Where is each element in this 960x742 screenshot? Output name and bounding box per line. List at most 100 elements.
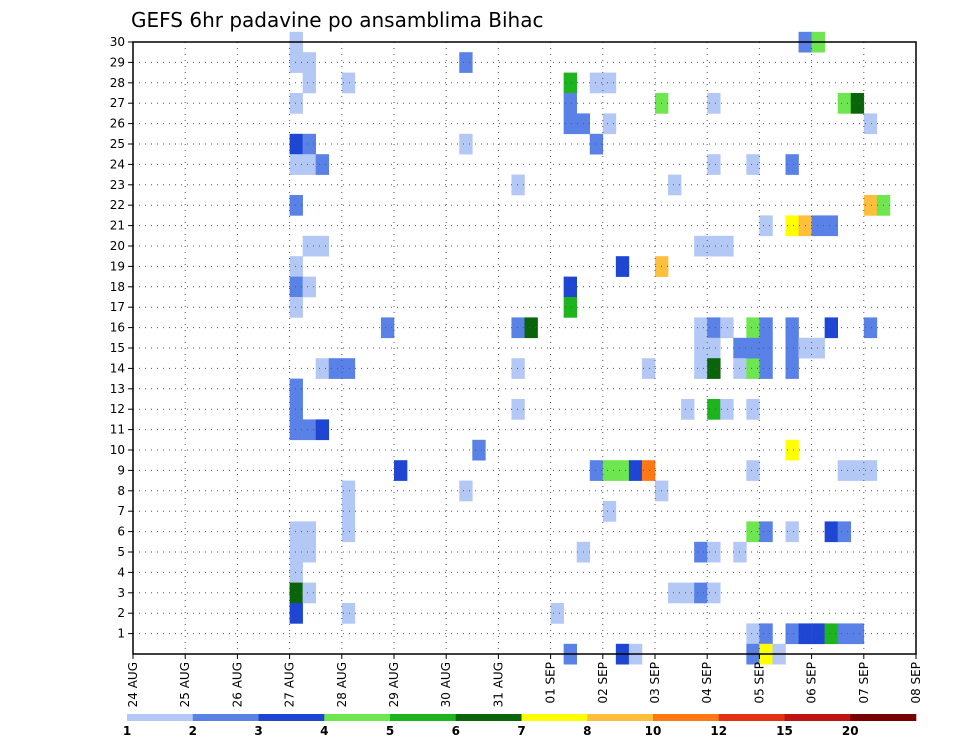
color-legend: 1 2 3 4 5 6 7 8 10 12 15 20: [123, 714, 917, 738]
heatmap-cell: [785, 623, 799, 645]
y-tick-label: 27: [110, 96, 125, 110]
y-tick-label: 16: [110, 321, 125, 335]
heatmap-cell: [289, 521, 303, 543]
legend-swatch: [784, 714, 851, 721]
x-tick-label: 31 AUG: [491, 662, 505, 707]
heatmap-cell: [302, 52, 316, 73]
legend-label: 3: [254, 724, 262, 738]
legend-swatch: [258, 714, 325, 721]
legend-swatch: [390, 714, 457, 721]
heatmap-cell: [746, 154, 760, 175]
heatmap-cell: [563, 297, 577, 318]
y-tick-label: 22: [110, 198, 125, 212]
legend-swatch: [587, 714, 654, 721]
heatmap-cell: [850, 460, 865, 481]
heatmap-cell: [707, 358, 721, 379]
legend-label: 2: [189, 724, 197, 738]
heatmap-cell: [759, 215, 773, 237]
y-tick-label: 18: [110, 280, 125, 294]
heatmap-cell: [602, 72, 617, 94]
heatmap-cell: [602, 501, 617, 522]
heatmap-cell: [315, 235, 330, 257]
y-tick-label: 5: [117, 545, 125, 559]
heatmap-cell: [550, 603, 564, 624]
heatmap-cell: [524, 317, 538, 339]
heatmap-cell: [302, 133, 316, 155]
heatmap-cell: [289, 419, 303, 441]
heatmap-cells: [289, 31, 891, 665]
legend-label: 4: [320, 724, 328, 738]
heatmap-cell: [472, 439, 486, 461]
heatmap-cell: [694, 358, 708, 379]
heatmap-cell: [459, 133, 473, 155]
heatmap-cell: [289, 195, 303, 216]
heatmap-cell: [837, 93, 852, 114]
x-tick-label: 02 SEP: [596, 662, 610, 704]
legend-swatch: [850, 714, 917, 721]
x-tick-label: 05 SEP: [752, 662, 766, 704]
x-tick-label: 01 SEP: [544, 662, 558, 704]
heatmap-cell: [589, 72, 604, 94]
y-tick-label: 8: [117, 484, 125, 498]
heatmap-cell: [341, 603, 356, 624]
heatmap-cell: [759, 358, 773, 379]
x-tick-label: 25 AUG: [178, 662, 192, 707]
x-tick-label: 04 SEP: [700, 662, 714, 704]
heatmap-cell: [746, 358, 760, 379]
legend-swatch: [192, 714, 259, 721]
y-tick-label: 28: [110, 76, 125, 90]
heatmap-cell: [694, 337, 708, 359]
x-tick-label: 26 AUG: [230, 662, 244, 707]
heatmap-cell: [707, 541, 721, 563]
heatmap-cell: [459, 52, 473, 73]
heatmap-cell: [380, 317, 395, 339]
heatmap-cell: [694, 317, 708, 339]
y-tick-label: 14: [110, 361, 125, 375]
y-tick-label: 19: [110, 259, 125, 273]
heatmap-cell: [302, 276, 316, 298]
heatmap-cell: [863, 317, 878, 339]
heatmap-cell: [328, 358, 343, 379]
heatmap-cell: [759, 521, 773, 543]
heatmap-cell: [837, 623, 852, 645]
heatmap-cell: [315, 419, 330, 441]
heatmap-cell: [302, 521, 316, 543]
heatmap-cell: [289, 603, 303, 624]
y-tick-label: 3: [117, 586, 125, 600]
y-tick-label: 4: [117, 565, 125, 579]
heatmap-cell: [720, 399, 734, 420]
heatmap-cell: [589, 133, 604, 155]
heatmap-cell: [720, 235, 734, 257]
heatmap-cell: [341, 358, 356, 379]
y-tick-label: 17: [110, 300, 125, 314]
heatmap-cell: [824, 521, 838, 543]
y-tick-label: 29: [110, 55, 125, 69]
heatmap-cell: [602, 113, 617, 135]
heatmap-cell: [289, 154, 303, 175]
y-tick-label: 12: [110, 402, 125, 416]
heatmap-cell: [394, 460, 408, 481]
legend-label: 8: [583, 724, 591, 738]
x-tick-label: 07 SEP: [857, 662, 871, 704]
heatmap-cell: [302, 235, 316, 257]
heatmap-cell: [615, 460, 630, 481]
heatmap-cell: [289, 133, 303, 155]
heatmap-cell: [694, 235, 708, 257]
y-tick-label: 26: [110, 117, 125, 131]
heatmap-cell: [759, 317, 773, 339]
heatmap-cell: [681, 582, 695, 604]
heatmap-cell: [785, 317, 799, 339]
heatmap-cell: [785, 358, 799, 379]
heatmap-cell: [641, 460, 656, 481]
heatmap-cell: [563, 93, 577, 114]
y-tick-label: 9: [117, 463, 125, 477]
heatmap-cell: [289, 582, 303, 604]
y-tick-label: 23: [110, 178, 125, 192]
x-tick-label: 29 AUG: [387, 662, 401, 707]
heatmap-cell: [720, 317, 734, 339]
heatmap-cell: [785, 154, 799, 175]
x-tick-label: 03 SEP: [648, 662, 662, 704]
legend-label: 15: [776, 724, 793, 738]
y-tick-label: 2: [117, 606, 125, 620]
heatmap-cell: [289, 541, 303, 563]
